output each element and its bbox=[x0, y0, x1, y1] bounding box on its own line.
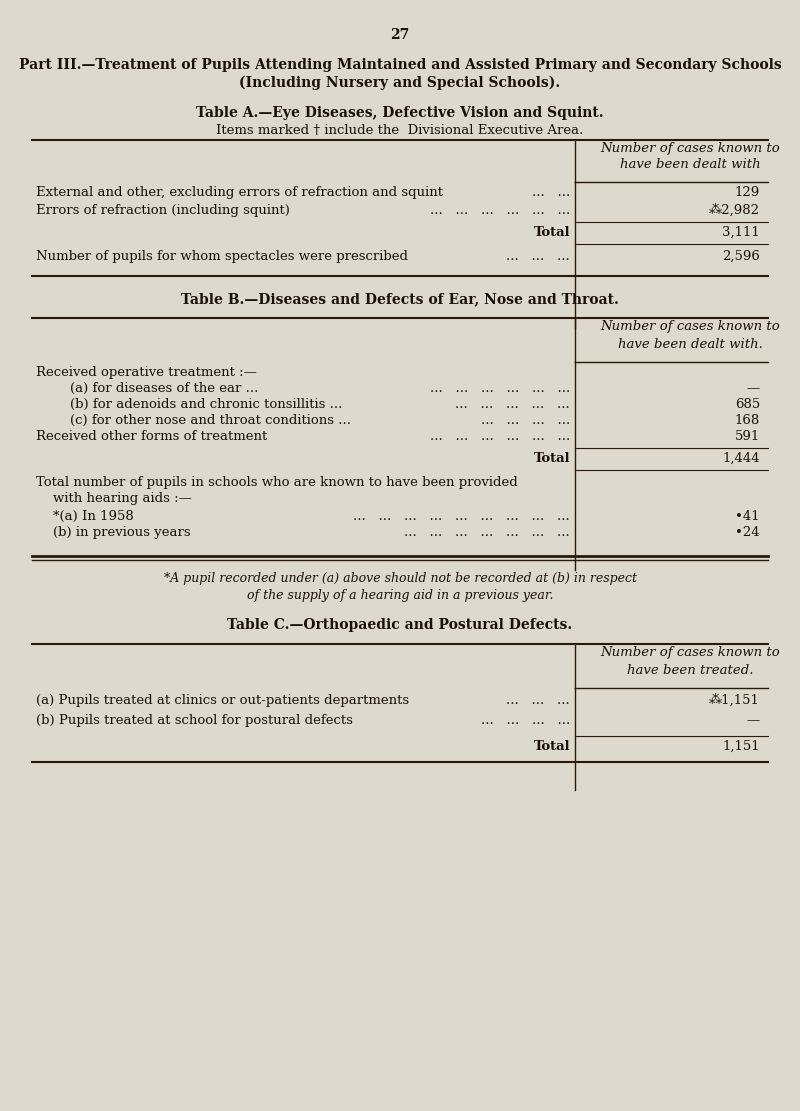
Text: of the supply of a hearing aid in a previous year.: of the supply of a hearing aid in a prev… bbox=[246, 589, 554, 602]
Text: Total number of pupils in schools who are known to have been provided: Total number of pupils in schools who ar… bbox=[36, 476, 518, 489]
Text: ...   ...   ...: ... ... ... bbox=[506, 694, 570, 707]
Text: 168: 168 bbox=[734, 414, 760, 427]
Text: Received operative treatment :—: Received operative treatment :— bbox=[36, 366, 257, 379]
Text: •24: •24 bbox=[735, 526, 760, 539]
Text: (b) in previous years: (b) in previous years bbox=[36, 526, 190, 539]
Text: (a) for diseases of the ear ...: (a) for diseases of the ear ... bbox=[36, 382, 258, 396]
Text: ...   ...   ...: ... ... ... bbox=[506, 250, 570, 263]
Text: Part III.—Treatment of Pupils Attending Maintained and Assisted Primary and Seco: Part III.—Treatment of Pupils Attending … bbox=[18, 58, 782, 72]
Text: —: — bbox=[746, 382, 760, 396]
Text: External and other, excluding errors of refraction and squint: External and other, excluding errors of … bbox=[36, 186, 443, 199]
Text: ...   ...: ... ... bbox=[532, 186, 570, 199]
Text: Items marked † include the  Divisional Executive Area.: Items marked † include the Divisional Ex… bbox=[216, 124, 584, 137]
Text: ...   ...   ...   ...   ...   ...   ...: ... ... ... ... ... ... ... bbox=[404, 526, 570, 539]
Text: 685: 685 bbox=[734, 398, 760, 411]
Text: Total: Total bbox=[534, 226, 570, 239]
Text: Number of pupils for whom spectacles were prescribed: Number of pupils for whom spectacles wer… bbox=[36, 250, 408, 263]
Text: 591: 591 bbox=[734, 430, 760, 443]
Text: ...   ...   ...   ...   ...   ...   ...   ...   ...: ... ... ... ... ... ... ... ... ... bbox=[354, 510, 570, 523]
Text: Number of cases known to: Number of cases known to bbox=[600, 142, 780, 156]
Text: ...   ...   ...   ...   ...   ...: ... ... ... ... ... ... bbox=[430, 204, 570, 217]
Text: 27: 27 bbox=[390, 28, 410, 42]
Text: (b) Pupils treated at school for postural defects: (b) Pupils treated at school for postura… bbox=[36, 714, 353, 727]
Text: with hearing aids :—: with hearing aids :— bbox=[36, 492, 192, 506]
Text: ⁂1,151: ⁂1,151 bbox=[709, 694, 760, 708]
Text: (c) for other nose and throat conditions ...: (c) for other nose and throat conditions… bbox=[36, 414, 351, 427]
Text: 2,596: 2,596 bbox=[722, 250, 760, 263]
Text: (Including Nursery and Special Schools).: (Including Nursery and Special Schools). bbox=[239, 76, 561, 90]
Text: 3,111: 3,111 bbox=[722, 226, 760, 239]
Text: Received other forms of treatment: Received other forms of treatment bbox=[36, 430, 267, 443]
Text: Total: Total bbox=[534, 740, 570, 753]
Text: ...   ...   ...   ...   ...   ...: ... ... ... ... ... ... bbox=[430, 430, 570, 443]
Text: have been dealt with.: have been dealt with. bbox=[618, 338, 762, 351]
Text: —: — bbox=[746, 714, 760, 727]
Text: 1,444: 1,444 bbox=[722, 452, 760, 466]
Text: 1,151: 1,151 bbox=[722, 740, 760, 753]
Text: (b) for adenoids and chronic tonsillitis ...: (b) for adenoids and chronic tonsillitis… bbox=[36, 398, 342, 411]
Text: (a) Pupils treated at clinics or out-patients departments: (a) Pupils treated at clinics or out-pat… bbox=[36, 694, 409, 707]
Text: 129: 129 bbox=[734, 186, 760, 199]
Text: *(a) In 1958: *(a) In 1958 bbox=[36, 510, 134, 523]
Text: Errors of refraction (including squint): Errors of refraction (including squint) bbox=[36, 204, 290, 217]
Text: Table B.—Diseases and Defects of Ear, Nose and Throat.: Table B.—Diseases and Defects of Ear, No… bbox=[181, 292, 619, 306]
Text: Number of cases known to: Number of cases known to bbox=[600, 645, 780, 659]
Text: Table C.—Orthopaedic and Postural Defects.: Table C.—Orthopaedic and Postural Defect… bbox=[227, 618, 573, 632]
Text: Number of cases known to: Number of cases known to bbox=[600, 320, 780, 333]
Text: have been treated.: have been treated. bbox=[626, 664, 754, 677]
Text: ⁂2,982: ⁂2,982 bbox=[709, 204, 760, 218]
Text: have been dealt with: have been dealt with bbox=[620, 158, 760, 171]
Text: •41: •41 bbox=[735, 510, 760, 523]
Text: ...   ...   ...   ...: ... ... ... ... bbox=[481, 414, 570, 427]
Text: Total: Total bbox=[534, 452, 570, 466]
Text: *A pupil recorded under (a) above should not be recorded at (b) in respect: *A pupil recorded under (a) above should… bbox=[163, 572, 637, 585]
Text: Table A.—Eye Diseases, Defective Vision and Squint.: Table A.—Eye Diseases, Defective Vision … bbox=[196, 106, 604, 120]
Text: ...   ...   ...   ...   ...: ... ... ... ... ... bbox=[455, 398, 570, 411]
Text: ...   ...   ...   ...: ... ... ... ... bbox=[481, 714, 570, 727]
Text: ...   ...   ...   ...   ...   ...: ... ... ... ... ... ... bbox=[430, 382, 570, 396]
